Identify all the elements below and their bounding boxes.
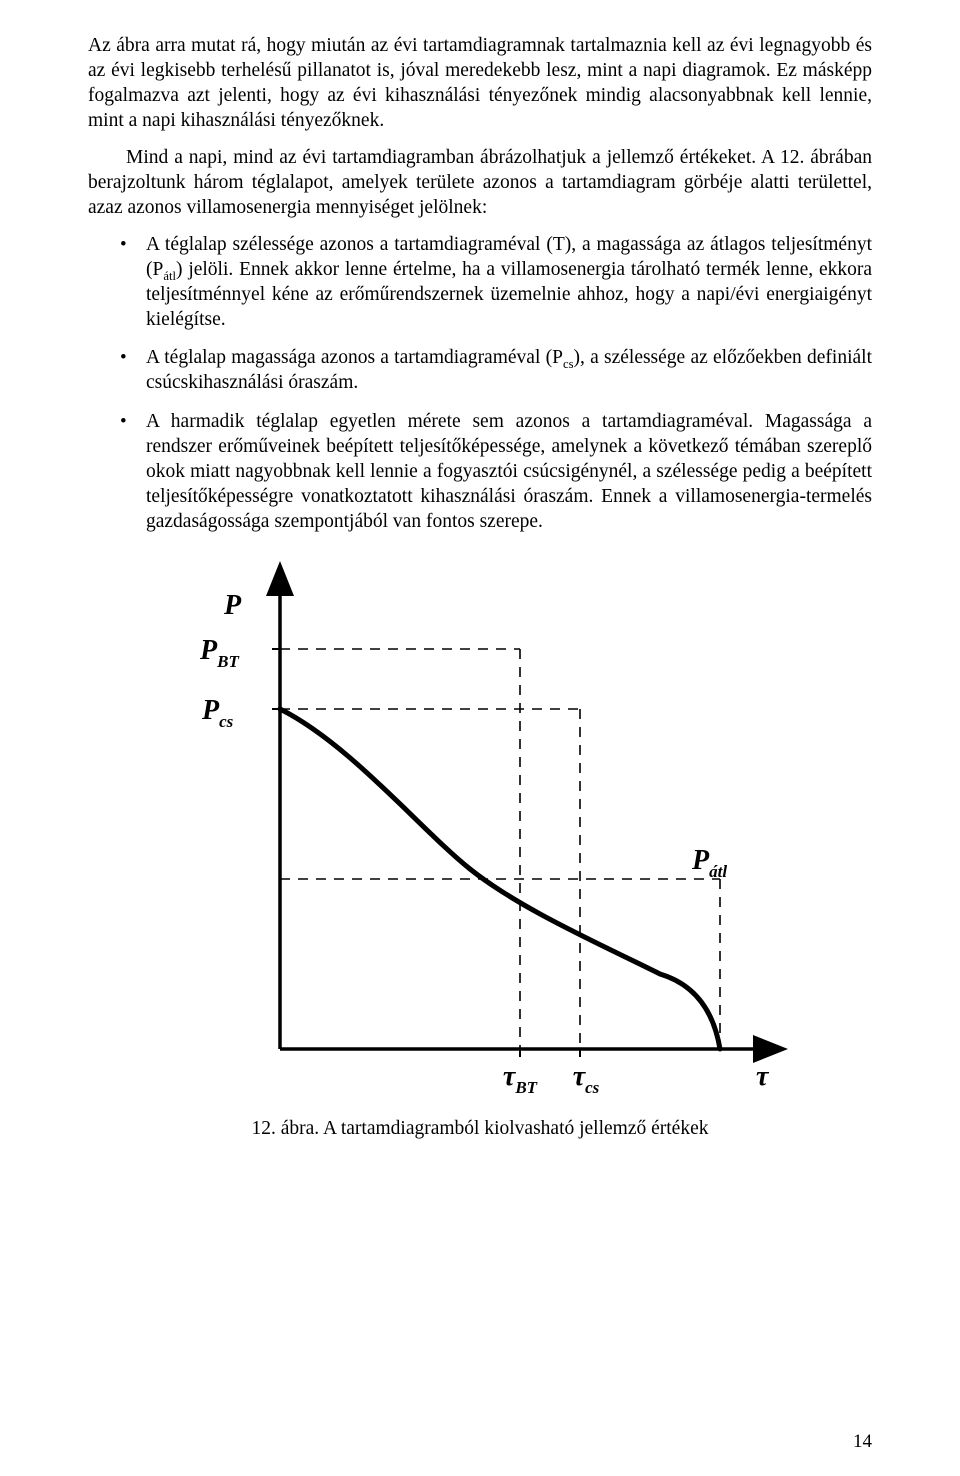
svg-text:P: P: [223, 590, 242, 621]
svg-text:τBT: τBT: [503, 1061, 538, 1097]
svg-text:τ: τ: [756, 1061, 770, 1092]
document-page: Az ábra arra mutat rá, hogy miután az év…: [0, 0, 960, 1476]
bullet2-text-a: A téglalap magassága azonos a tartamdiag…: [146, 347, 563, 368]
svg-text:τcs: τcs: [573, 1061, 600, 1097]
bullet1-text-b: ) jelöli. Ennek akkor lenne értelme, ha …: [146, 259, 872, 330]
paragraph-1: Az ábra arra mutat rá, hogy miután az év…: [88, 34, 872, 134]
bullet2-sub: cs: [563, 357, 574, 371]
svg-text:Pátl: Pátl: [691, 845, 727, 881]
bullet-item-2: A téglalap magassága azonos a tartamdiag…: [146, 346, 872, 396]
svg-text:PBT: PBT: [199, 635, 239, 671]
bullet-list: A téglalap szélessége azonos a tartamdia…: [88, 233, 872, 535]
page-number: 14: [853, 1430, 872, 1454]
svg-text:Pcs: Pcs: [201, 695, 234, 731]
figure-12-svg: P PBT Pcs Pátl τBT τcs τ: [160, 549, 800, 1109]
figure-12: P PBT Pcs Pátl τBT τcs τ 12. ábra. A tartamdia…: [88, 549, 872, 1142]
bullet1-sub: átl: [163, 269, 176, 283]
bullet-item-1: A téglalap szélessége azonos a tartamdia…: [146, 233, 872, 333]
paragraph-2: Mind a napi, mind az évi tartamdiagramba…: [88, 146, 872, 221]
figure-12-caption: 12. ábra. A tartamdiagramból kiolvasható…: [88, 1117, 872, 1142]
bullet-item-3: A harmadik téglalap egyetlen mérete sem …: [146, 410, 872, 535]
